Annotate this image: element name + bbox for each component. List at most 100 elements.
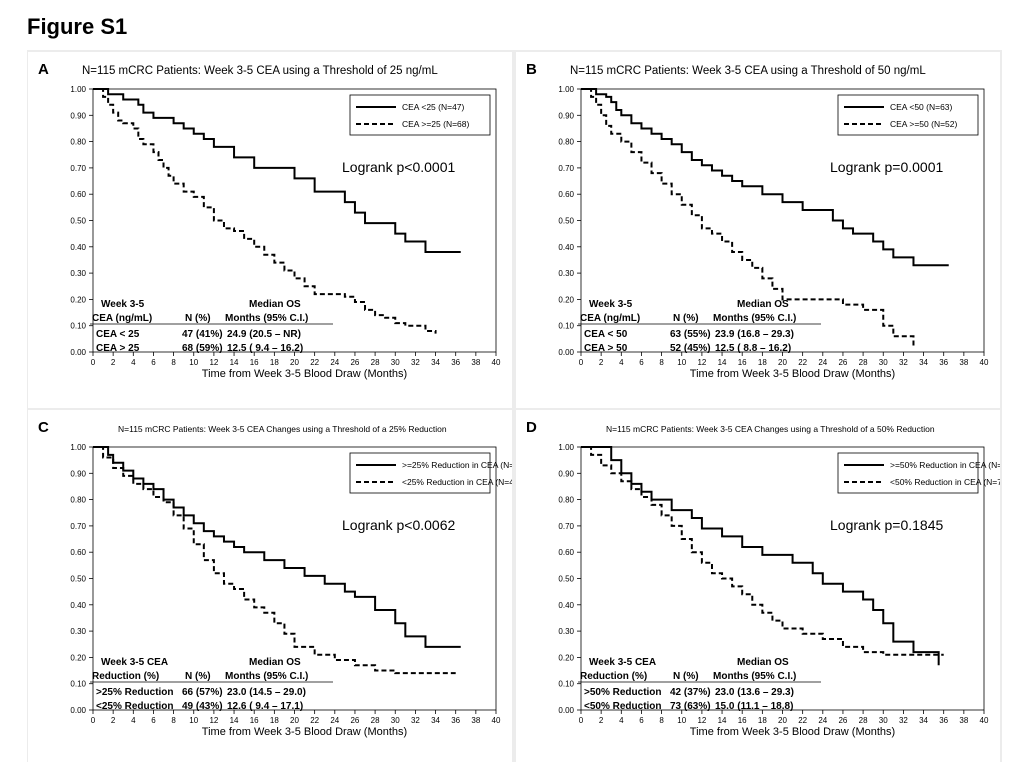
y-tick-label: 0.00 xyxy=(558,706,574,715)
table-cell: 12.5 ( 8.8 – 16.2) xyxy=(715,343,791,354)
x-tick-label: 34 xyxy=(919,358,928,367)
y-tick-label: 0.20 xyxy=(70,295,86,304)
y-tick-label: 1.00 xyxy=(558,443,574,452)
x-tick-label: 26 xyxy=(838,716,847,725)
table-header: Median OS xyxy=(737,657,789,668)
x-tick-label: 40 xyxy=(492,716,501,725)
table-cell: 42 (37%) xyxy=(670,687,711,698)
table-header: Week 3-5 xyxy=(101,299,145,310)
table-cell: >50% Reduction xyxy=(584,687,662,698)
legend-box xyxy=(837,94,979,136)
y-tick-label: 0.80 xyxy=(558,138,574,147)
x-tick-label: 12 xyxy=(209,716,218,725)
x-tick-label: 20 xyxy=(778,716,787,725)
logrank-annotation: Logrank p=0.0001 xyxy=(830,159,943,175)
x-tick-label: 8 xyxy=(171,716,176,725)
x-tick-label: 28 xyxy=(371,358,380,367)
y-tick-label: 0.80 xyxy=(70,138,86,147)
y-tick-label: 0.10 xyxy=(70,322,86,331)
legend-entry: CEA >=25 (N=68) xyxy=(402,119,470,129)
panel-c: C N=115 mCRC Patients: Week 3-5 CEA Chang… xyxy=(28,410,512,766)
x-tick-label: 4 xyxy=(619,716,624,725)
x-tick-label: 2 xyxy=(111,358,116,367)
table-cell: 15.0 (11.1 – 18.8) xyxy=(715,701,793,712)
y-tick-label: 0.10 xyxy=(558,680,574,689)
legend-box xyxy=(837,452,979,494)
x-tick-label: 4 xyxy=(619,358,624,367)
table-cell: 63 (55%) xyxy=(670,329,711,340)
y-tick-label: 0.60 xyxy=(558,548,574,557)
y-tick-label: 1.00 xyxy=(558,85,574,94)
x-tick-label: 20 xyxy=(778,358,787,367)
x-tick-label: 30 xyxy=(879,716,888,725)
y-tick-label: 0.80 xyxy=(70,496,86,505)
x-tick-label: 16 xyxy=(738,358,747,367)
table-cell: 12.6 ( 9.4 – 17.1) xyxy=(227,701,303,712)
x-tick-label: 0 xyxy=(91,716,96,725)
x-tick-label: 6 xyxy=(639,358,644,367)
x-tick-label: 32 xyxy=(899,716,908,725)
x-tick-label: 26 xyxy=(350,716,359,725)
y-tick-label: 0.80 xyxy=(558,496,574,505)
table-cell: 24.9 (20.5 – NR) xyxy=(227,329,301,340)
x-tick-label: 4 xyxy=(131,716,136,725)
table-header: Median OS xyxy=(737,299,789,310)
x-tick-label: 14 xyxy=(718,358,727,367)
x-tick-label: 10 xyxy=(189,716,198,725)
y-tick-label: 0.20 xyxy=(558,653,574,662)
x-tick-label: 12 xyxy=(697,358,706,367)
x-tick-label: 16 xyxy=(250,716,259,725)
x-tick-label: 34 xyxy=(431,716,440,725)
km-curve-dashed xyxy=(581,88,915,347)
x-tick-label: 6 xyxy=(151,716,156,725)
table-cell: CEA > 25 xyxy=(96,343,140,354)
x-tick-label: 14 xyxy=(230,716,239,725)
x-tick-label: 36 xyxy=(451,716,460,725)
x-tick-label: 22 xyxy=(310,716,319,725)
legend-entry: <50% Reduction in CEA (N=73) xyxy=(890,477,1000,487)
y-tick-label: 0.90 xyxy=(70,469,86,478)
x-tick-label: 26 xyxy=(838,358,847,367)
y-tick-label: 0.50 xyxy=(70,217,86,226)
logrank-annotation: Logrank p=0.1845 xyxy=(830,517,943,533)
km-curve-solid xyxy=(93,88,461,254)
y-tick-label: 0.00 xyxy=(70,706,86,715)
table-cell: CEA < 50 xyxy=(584,329,628,340)
x-axis-label: Time from Week 3-5 Blood Draw (Months) xyxy=(202,368,407,380)
y-tick-label: 0.40 xyxy=(558,243,574,252)
table-cell: 66 (57%) xyxy=(182,687,223,698)
x-tick-label: 38 xyxy=(959,716,968,725)
table-header: N (%) xyxy=(185,671,211,682)
x-tick-label: 24 xyxy=(330,358,339,367)
y-tick-label: 0.30 xyxy=(558,269,574,278)
x-tick-label: 22 xyxy=(798,358,807,367)
legend-box xyxy=(349,94,491,136)
legend-entry: CEA <50 (N=63) xyxy=(890,102,953,112)
x-tick-label: 6 xyxy=(151,358,156,367)
legend-entry: <25% Reduction in CEA (N=49) xyxy=(402,477,512,487)
km-curve-solid xyxy=(581,88,949,267)
x-tick-label: 2 xyxy=(111,716,116,725)
y-tick-label: 0.40 xyxy=(70,601,86,610)
table-header: N (%) xyxy=(185,313,211,324)
x-tick-label: 30 xyxy=(391,716,400,725)
panel-b: B N=115 mCRC Patients: Week 3-5 CEA using… xyxy=(516,52,1000,408)
km-chart-b: B N=115 mCRC Patients: Week 3-5 CEA using… xyxy=(526,61,989,380)
x-tick-label: 36 xyxy=(451,358,460,367)
x-tick-label: 0 xyxy=(579,716,584,725)
x-tick-label: 18 xyxy=(758,358,767,367)
y-tick-label: 0.70 xyxy=(70,164,86,173)
legend-box xyxy=(349,452,491,494)
table-header: N (%) xyxy=(673,671,699,682)
table-header: Months (95% C.I.) xyxy=(713,313,796,324)
table-cell: CEA > 50 xyxy=(584,343,628,354)
x-tick-label: 16 xyxy=(250,358,259,367)
km-curve-dashed xyxy=(93,88,437,334)
y-tick-label: 0.20 xyxy=(70,653,86,662)
km-chart-d: D N=115 mCRC Patients: Week 3-5 CEA Chang… xyxy=(526,419,1000,738)
panel-title: N=115 mCRC Patients: Week 3-5 CEA using … xyxy=(82,65,438,77)
panel-d: D N=115 mCRC Patients: Week 3-5 CEA Chang… xyxy=(516,410,1000,766)
x-tick-label: 24 xyxy=(818,716,827,725)
table-header: Week 3-5 CEA xyxy=(101,657,168,668)
table-cell: <25% Reduction xyxy=(96,701,174,712)
